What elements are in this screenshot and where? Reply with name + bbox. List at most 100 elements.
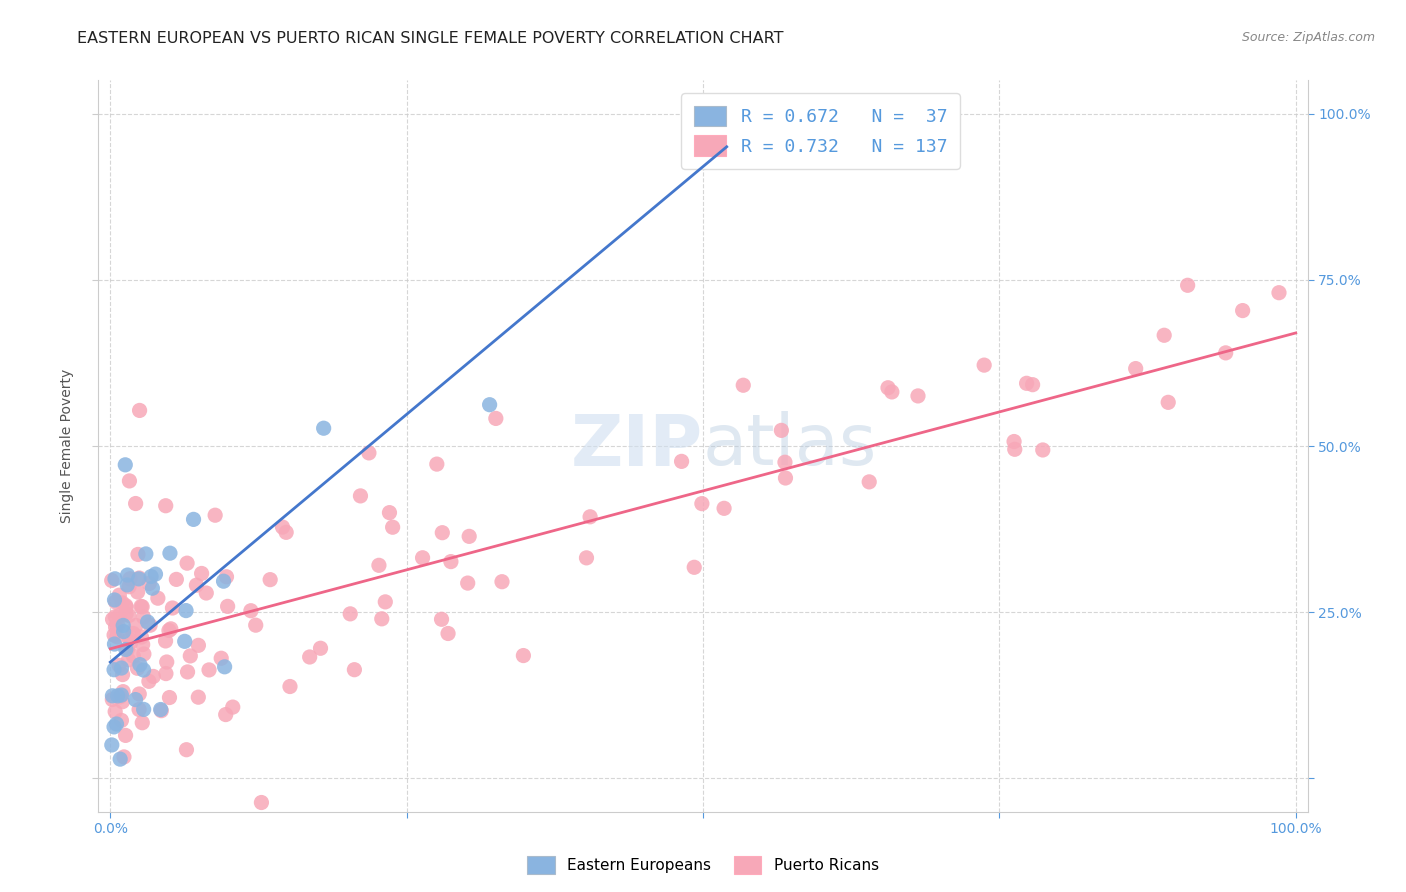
- Text: EASTERN EUROPEAN VS PUERTO RICAN SINGLE FEMALE POVERTY CORRELATION CHART: EASTERN EUROPEAN VS PUERTO RICAN SINGLE …: [77, 31, 783, 46]
- Point: [1157, 395, 1180, 409]
- Point: [150, 704, 173, 718]
- Point: [114, 458, 136, 472]
- Point: [131, 599, 153, 614]
- Point: [112, 624, 135, 639]
- Point: [118, 580, 141, 594]
- Point: [357, 446, 380, 460]
- Point: [485, 411, 508, 425]
- Point: [127, 548, 149, 562]
- Point: [117, 653, 139, 667]
- Point: [115, 578, 138, 592]
- Point: [222, 700, 245, 714]
- Point: [671, 454, 693, 468]
- Point: [214, 660, 236, 674]
- Point: [108, 690, 131, 704]
- Point: [101, 692, 124, 706]
- Text: atlas: atlas: [703, 411, 877, 481]
- Point: [132, 702, 155, 716]
- Point: [204, 508, 226, 523]
- Point: [1153, 328, 1175, 343]
- Point: [212, 574, 235, 589]
- Point: [426, 457, 449, 471]
- Point: [1125, 361, 1147, 376]
- Point: [773, 455, 796, 469]
- Point: [118, 632, 141, 646]
- Point: [1215, 346, 1237, 360]
- Point: [1232, 303, 1254, 318]
- Text: Source: ZipAtlas.com: Source: ZipAtlas.com: [1241, 31, 1375, 45]
- Point: [183, 512, 205, 526]
- Point: [159, 690, 181, 705]
- Point: [432, 525, 454, 540]
- Point: [368, 558, 391, 573]
- Point: [131, 638, 153, 652]
- Point: [122, 626, 145, 640]
- Point: [458, 529, 481, 543]
- Point: [190, 566, 212, 581]
- Point: [1004, 442, 1026, 457]
- Point: [775, 471, 797, 485]
- Point: [198, 663, 221, 677]
- Point: [159, 622, 181, 636]
- Point: [117, 568, 139, 582]
- Point: [128, 571, 150, 585]
- Point: [125, 618, 148, 632]
- Point: [103, 637, 125, 651]
- Point: [107, 618, 129, 632]
- Point: [110, 714, 132, 728]
- Point: [135, 547, 157, 561]
- Point: [271, 520, 294, 534]
- Point: [683, 560, 706, 574]
- Point: [129, 599, 152, 614]
- Point: [104, 572, 127, 586]
- Point: [128, 702, 150, 716]
- Point: [111, 596, 134, 610]
- Point: [478, 398, 501, 412]
- Point: [128, 687, 150, 701]
- Point: [112, 618, 135, 632]
- Point: [115, 607, 138, 621]
- Point: [298, 650, 321, 665]
- Point: [1015, 376, 1038, 391]
- Point: [103, 720, 125, 734]
- Point: [343, 663, 366, 677]
- Point: [176, 742, 198, 756]
- Point: [108, 608, 131, 623]
- Point: [374, 595, 396, 609]
- Point: [195, 586, 218, 600]
- Point: [124, 496, 146, 510]
- Point: [378, 506, 401, 520]
- Point: [176, 665, 198, 679]
- Point: [139, 618, 162, 632]
- Point: [491, 574, 513, 589]
- Point: [371, 612, 394, 626]
- Point: [114, 599, 136, 613]
- Point: [138, 576, 160, 591]
- Point: [112, 750, 135, 764]
- Point: [157, 624, 180, 638]
- Point: [176, 556, 198, 570]
- Point: [217, 599, 239, 614]
- Point: [187, 690, 209, 705]
- Point: [339, 607, 361, 621]
- Point: [457, 576, 479, 591]
- Point: [156, 655, 179, 669]
- Point: [105, 630, 128, 644]
- Point: [186, 578, 208, 592]
- Point: [155, 634, 177, 648]
- Point: [112, 684, 135, 698]
- Point: [770, 423, 793, 437]
- Point: [138, 674, 160, 689]
- Point: [146, 591, 169, 606]
- Point: [1177, 278, 1199, 293]
- Point: [858, 475, 880, 489]
- Point: [103, 593, 125, 607]
- Point: [907, 389, 929, 403]
- Point: [276, 525, 298, 540]
- Point: [174, 604, 197, 618]
- Point: [108, 588, 131, 602]
- Point: [155, 499, 177, 513]
- Point: [110, 688, 132, 702]
- Point: [136, 615, 159, 629]
- Point: [173, 634, 195, 648]
